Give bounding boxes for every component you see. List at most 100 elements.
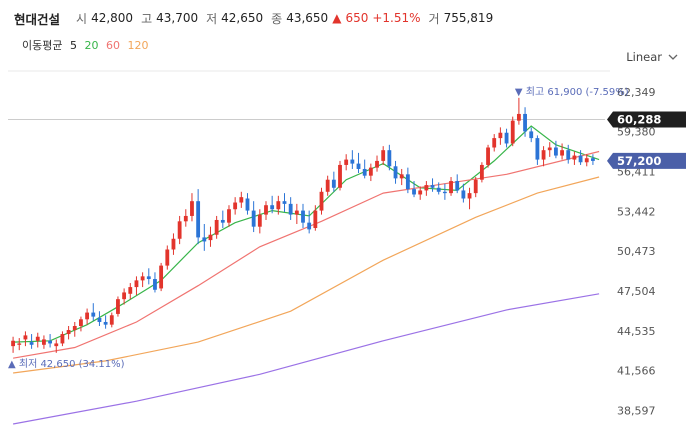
- candle: [276, 195, 281, 215]
- candle: [547, 142, 552, 157]
- candle: [510, 116, 515, 147]
- candle-body: [591, 158, 595, 161]
- candle: [202, 224, 207, 251]
- candle-body: [461, 190, 466, 199]
- candle: [11, 336, 15, 353]
- candle-body: [492, 138, 497, 148]
- candle: [72, 321, 77, 337]
- candle: [591, 154, 595, 165]
- candle: [479, 162, 484, 183]
- candle-body: [23, 335, 28, 340]
- candle-body: [177, 221, 182, 239]
- candle: [35, 332, 40, 348]
- candle-body: [257, 214, 262, 227]
- candle: [183, 209, 188, 227]
- candle-body: [325, 179, 330, 192]
- candle: [97, 311, 102, 326]
- ma120-label: 120: [127, 39, 149, 52]
- candle-body: [11, 340, 15, 347]
- candle-body: [97, 317, 102, 322]
- candle: [418, 186, 423, 200]
- candle: [103, 315, 108, 329]
- candle: [584, 154, 589, 167]
- candle-body: [473, 179, 478, 194]
- candle-body: [381, 150, 386, 161]
- current-price-badge: 57,200: [607, 152, 686, 169]
- candle: [116, 296, 120, 317]
- candle-body: [116, 299, 120, 314]
- candle: [541, 146, 546, 167]
- candle: [190, 193, 194, 222]
- candle-body: [535, 138, 540, 160]
- candle-body: [196, 201, 201, 238]
- candle: [424, 181, 429, 196]
- candle-body: [190, 201, 194, 216]
- candle-body: [146, 276, 151, 280]
- candle: [60, 331, 65, 347]
- candle-body: [227, 209, 231, 223]
- candle: [159, 262, 164, 292]
- candle: [48, 334, 53, 348]
- current-price-badge-shape: [607, 152, 686, 169]
- scale-select[interactable]: Linear: [626, 50, 678, 64]
- candle: [23, 331, 28, 347]
- candle-body: [455, 181, 460, 191]
- candle-body: [282, 201, 287, 204]
- low-label: 저: [206, 11, 218, 26]
- candle-body: [523, 113, 527, 132]
- candle-body: [572, 155, 577, 160]
- candle: [66, 326, 71, 340]
- candle-body: [79, 319, 83, 326]
- candle-body: [344, 159, 349, 165]
- candle-body: [504, 132, 509, 144]
- candle-body: [91, 312, 96, 317]
- candle: [54, 339, 59, 353]
- candle-body: [442, 191, 447, 194]
- moving-average-lines: [12, 125, 600, 425]
- candle: [375, 155, 379, 172]
- candle: [257, 209, 262, 234]
- candle-body: [48, 340, 53, 344]
- candle-body: [578, 155, 583, 163]
- candle: [399, 168, 404, 186]
- candle: [227, 205, 231, 227]
- candle: [498, 127, 503, 145]
- candle: [134, 276, 139, 296]
- candle: [196, 189, 201, 245]
- candle-body: [233, 202, 238, 210]
- candle-body: [449, 181, 453, 194]
- candle: [331, 171, 336, 192]
- ma5-label: 5: [69, 39, 77, 52]
- candle-body: [553, 147, 558, 156]
- candle-body: [541, 150, 546, 160]
- candle-body: [153, 279, 157, 290]
- candle-body: [560, 150, 564, 156]
- candle-body: [140, 276, 145, 281]
- candle: [338, 160, 342, 191]
- candle-body: [294, 210, 299, 215]
- candle-body: [183, 215, 188, 222]
- moving-average-title: 이동평균: [22, 39, 63, 52]
- highest-price-label: ▼ 최고 61,900 (-7.59%): [515, 86, 629, 98]
- candle-body: [202, 237, 207, 242]
- candle-body: [375, 160, 379, 168]
- price-badges: 60,288 57,200: [607, 111, 686, 169]
- high-value: 43,700: [156, 11, 199, 25]
- stock-name: 현대건설: [14, 11, 61, 27]
- candle: [387, 144, 392, 171]
- candle-body: [60, 334, 65, 344]
- moving-average-legend[interactable]: 이동평균 5 20 60 120: [22, 37, 148, 53]
- open-label: 시: [76, 11, 88, 26]
- candle-body: [424, 185, 429, 191]
- candle: [42, 335, 46, 349]
- candle: [362, 159, 367, 179]
- candle: [442, 183, 447, 200]
- candle: [17, 338, 22, 351]
- candle: [171, 233, 176, 255]
- change-value: 650: [345, 11, 369, 25]
- candle: [153, 272, 157, 293]
- candle-body: [301, 210, 305, 223]
- candle-body: [17, 343, 22, 345]
- candle: [177, 215, 182, 245]
